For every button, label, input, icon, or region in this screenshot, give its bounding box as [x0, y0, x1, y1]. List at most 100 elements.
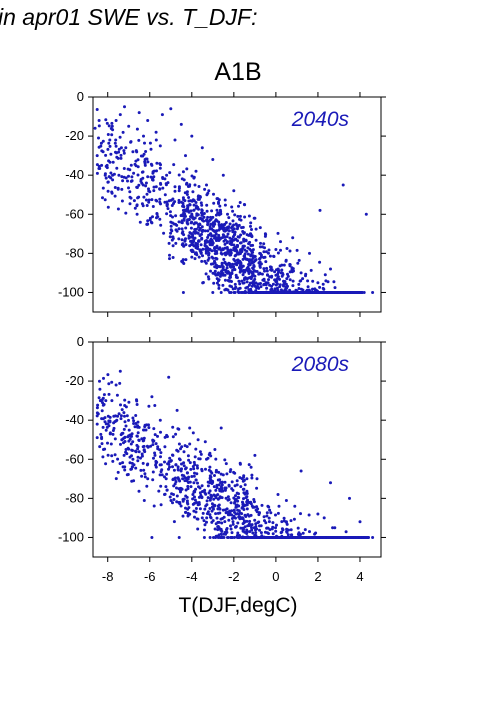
data-point — [253, 453, 257, 457]
data-point — [194, 478, 198, 482]
data-point — [190, 174, 194, 178]
data-point — [155, 216, 158, 220]
data-point — [214, 494, 218, 498]
data-point — [197, 197, 201, 201]
data-point — [223, 520, 227, 524]
data-point — [263, 519, 266, 523]
data-point — [191, 250, 195, 254]
data-point — [207, 219, 211, 223]
data-point — [169, 220, 173, 224]
data-point — [266, 504, 270, 508]
data-point — [133, 206, 137, 210]
data-point — [203, 491, 207, 495]
data-point — [117, 173, 121, 177]
data-point — [233, 501, 236, 505]
data-point — [116, 207, 120, 211]
data-point — [119, 403, 122, 407]
data-point — [162, 231, 166, 235]
data-point — [247, 288, 251, 292]
y-tick-label: 0 — [77, 334, 84, 349]
data-point — [262, 515, 266, 519]
data-point — [348, 536, 351, 539]
data-point — [236, 244, 240, 247]
data-point — [219, 532, 223, 536]
data-point — [145, 204, 149, 207]
data-point — [232, 267, 236, 271]
data-point — [203, 523, 207, 527]
data-point — [238, 252, 242, 256]
data-point — [182, 209, 186, 213]
data-point — [239, 526, 243, 530]
data-point — [243, 215, 247, 219]
data-point — [217, 198, 221, 202]
data-point — [155, 169, 158, 173]
data-point — [196, 527, 200, 531]
data-point — [255, 510, 259, 514]
data-point — [150, 198, 154, 202]
data-point — [107, 141, 111, 145]
data-point — [143, 472, 147, 476]
data-point — [188, 461, 192, 465]
data-point — [213, 272, 217, 276]
data-point — [254, 281, 258, 285]
data-point — [122, 411, 126, 415]
data-point — [251, 531, 255, 535]
data-point — [223, 508, 227, 512]
data-point — [134, 149, 138, 153]
data-point — [180, 200, 183, 204]
data-point — [181, 291, 185, 294]
plot-frame-2040s — [92, 96, 382, 313]
data-point — [175, 448, 179, 452]
data-point — [207, 251, 211, 255]
data-point — [120, 175, 124, 179]
data-point — [272, 255, 276, 258]
data-point — [220, 535, 224, 539]
data-point — [115, 418, 119, 422]
data-point — [231, 488, 235, 492]
data-point — [205, 203, 209, 207]
data-point — [226, 240, 229, 244]
data-point — [139, 468, 143, 472]
data-point — [223, 198, 227, 202]
data-point — [180, 227, 184, 231]
data-point — [113, 437, 117, 441]
data-point — [191, 233, 195, 237]
data-point — [362, 291, 366, 294]
data-point — [217, 233, 221, 237]
data-point — [101, 396, 105, 400]
data-point — [136, 459, 140, 463]
data-point — [324, 291, 327, 294]
data-point — [279, 288, 283, 292]
data-point — [266, 536, 270, 539]
data-point — [167, 241, 171, 245]
data-point — [132, 199, 136, 203]
data-point — [203, 229, 207, 233]
data-point — [172, 498, 176, 501]
data-point — [171, 425, 175, 429]
data-point — [271, 525, 275, 529]
data-point — [258, 245, 262, 249]
x-tick-label: 4 — [356, 569, 363, 584]
data-point — [240, 269, 244, 273]
data-point — [235, 479, 239, 483]
data-point — [189, 226, 193, 230]
data-point — [273, 270, 277, 274]
data-point — [282, 519, 286, 523]
data-point — [186, 502, 190, 506]
data-point — [135, 212, 139, 216]
data-point — [251, 505, 255, 509]
x-tick-label: -8 — [102, 569, 114, 584]
data-point — [259, 255, 263, 259]
data-point — [223, 222, 227, 226]
data-point — [154, 185, 158, 189]
data-point — [141, 461, 145, 465]
data-point — [224, 486, 228, 490]
data-point — [218, 478, 222, 482]
data-point — [286, 533, 290, 537]
data-point — [253, 291, 257, 294]
data-point — [159, 455, 162, 459]
data-point — [242, 497, 245, 501]
data-point — [233, 282, 237, 286]
data-point — [142, 499, 146, 502]
data-point — [202, 528, 206, 532]
